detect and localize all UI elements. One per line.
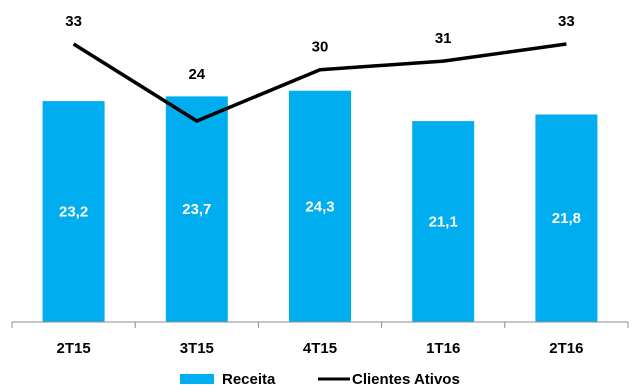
legend-label-receita: Receita (222, 371, 276, 388)
x-axis-labels: 2T15 3T15 4T15 1T16 2T16 (56, 340, 583, 357)
x-tick-label-2T16: 2T16 (549, 340, 583, 357)
x-tick-label-4T15: 4T15 (303, 340, 337, 357)
x-tick-label-1T16: 1T16 (426, 340, 460, 357)
bar-2T15 (42, 101, 105, 322)
bar-2T16 (535, 114, 598, 322)
line-label-1T16: 31 (435, 30, 452, 47)
x-axis-ticks (11, 322, 629, 328)
line-label-3T15: 24 (188, 66, 205, 83)
line-series-clientes-ativos (72, 42, 567, 123)
legend: Receita Clientes Ativos (180, 371, 460, 388)
bar-data-labels: 23,2 23,7 24,3 21,1 21,8 (59, 198, 581, 230)
bar-4T15 (289, 90, 351, 322)
bar-label-2T16: 21,8 (552, 210, 581, 227)
x-tick-label-2T15: 2T15 (56, 340, 90, 357)
bar-label-4T15: 24,3 (305, 198, 334, 215)
bar-label-1T16: 21,1 (429, 214, 458, 231)
bar-1T16 (412, 121, 475, 322)
x-tick-label-3T15: 3T15 (180, 340, 214, 357)
line-label-2T15: 33 (65, 13, 82, 30)
line-label-4T15: 30 (312, 39, 329, 56)
bar-series-receita (42, 90, 598, 323)
bar-label-2T15: 23,2 (59, 204, 88, 221)
line-data-labels: 33 24 30 31 33 (65, 13, 574, 83)
line-label-2T16: 33 (558, 13, 575, 30)
legend-label-clientes-ativos: Clientes Ativos (352, 371, 460, 388)
legend-swatch-receita (180, 374, 214, 384)
bar-3T15 (165, 96, 228, 323)
line-clientes-ativos (72, 42, 567, 123)
bar-label-3T15: 23,7 (182, 201, 211, 218)
